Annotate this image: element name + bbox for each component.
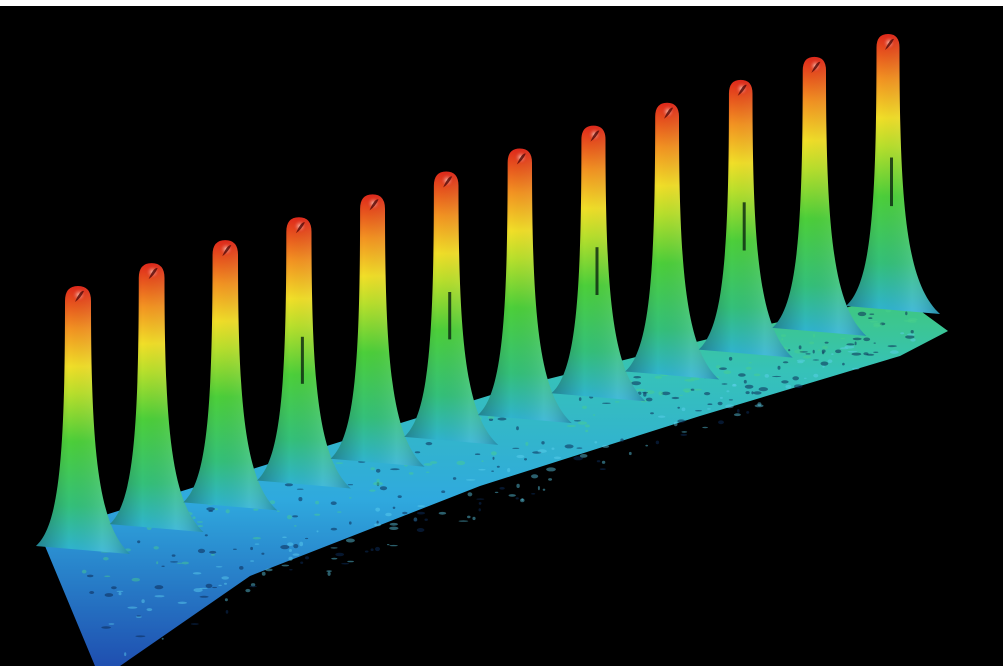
peak-11 — [772, 57, 866, 336]
peak-streak — [596, 247, 599, 295]
peak-shading — [625, 103, 719, 380]
peak-streak — [890, 158, 893, 207]
peak-streak — [448, 292, 451, 339]
noise-floor — [45, 296, 948, 666]
surface-svg — [0, 6, 1003, 666]
peak-10 — [699, 80, 793, 358]
peak-streak — [743, 202, 746, 250]
surface-plot — [0, 6, 1003, 666]
peak-shading — [772, 57, 866, 336]
peak-shading — [699, 80, 793, 358]
peak-12 — [846, 34, 940, 314]
noise-floor-surface — [45, 296, 948, 666]
peak-streak — [301, 337, 304, 384]
peak-9 — [625, 103, 719, 380]
